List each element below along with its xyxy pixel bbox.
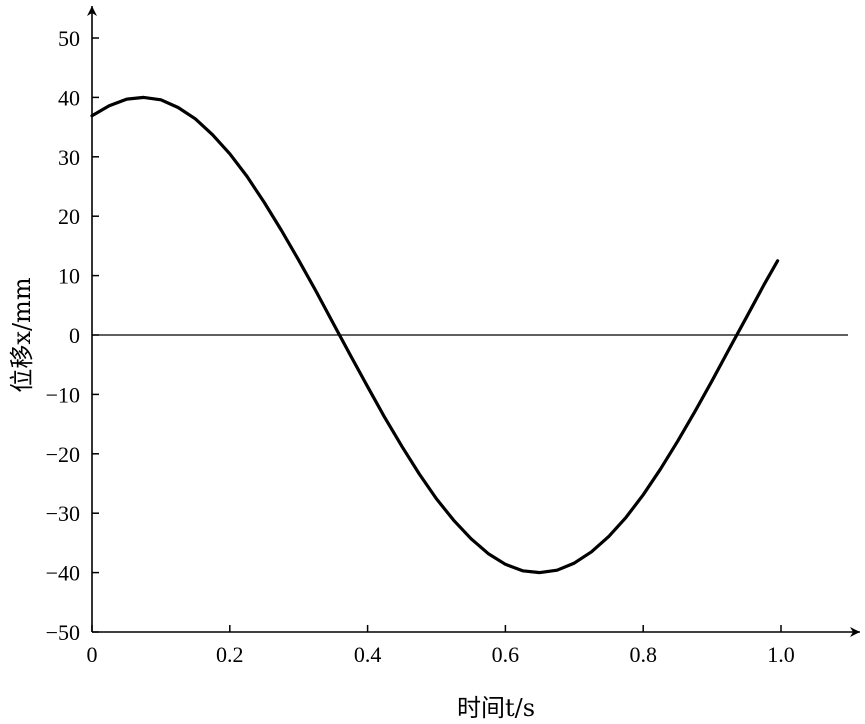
y-ticks: 50 40 30 20 10 0 −10 −20 −30 −40 −50 [46, 26, 99, 645]
y-tick-label: 50 [58, 26, 80, 51]
x-tick-label: 1.0 [767, 642, 795, 667]
y-tick-label: 20 [58, 204, 80, 229]
x-axis-title: 时间t/s [457, 694, 535, 722]
y-tick-label: 10 [58, 264, 80, 289]
y-tick-label: 30 [58, 145, 80, 170]
x-tick-label: 0 [87, 642, 98, 667]
x-tick-label: 0.8 [629, 642, 657, 667]
y-tick-label: −40 [46, 561, 80, 586]
y-tick-label: 40 [58, 85, 80, 110]
displacement-curve [90, 95, 780, 575]
x-tick-label: 0.2 [216, 642, 244, 667]
x-tick-label: 0.4 [354, 642, 382, 667]
y-tick-label: −30 [46, 501, 80, 526]
x-ticks: 0 0.2 0.4 0.6 0.8 1.0 [87, 625, 795, 667]
y-tick-label: 0 [69, 323, 80, 348]
y-tick-label: −50 [46, 620, 80, 645]
y-tick-label: −20 [46, 442, 80, 467]
y-axis-title: 位移x/mm [8, 277, 36, 392]
x-tick-label: 0.6 [492, 642, 520, 667]
y-tick-label: −10 [46, 382, 80, 407]
